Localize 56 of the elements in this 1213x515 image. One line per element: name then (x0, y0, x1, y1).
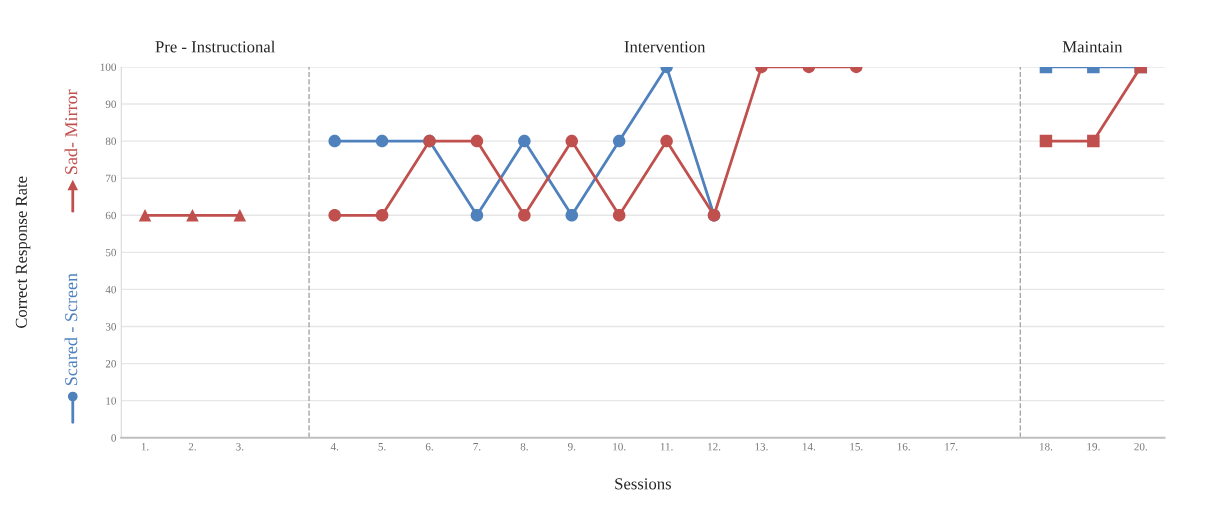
text: Sad- Mirror (64, 89, 78, 174)
x-tick-label: 17. (945, 442, 958, 451)
y-tick-label: 10 (106, 397, 117, 405)
x-tick-label: 5. (378, 443, 386, 451)
point (375, 134, 389, 148)
text: Scared - Screen (64, 273, 78, 386)
x-tick-label: 8. (520, 442, 528, 451)
x-tick-label: 1. (141, 442, 149, 451)
y-tick-label: 20 (105, 360, 117, 368)
point (186, 209, 199, 222)
point (375, 209, 389, 222)
x-tick-label: 18. (1039, 442, 1053, 451)
point (470, 134, 484, 148)
x-axis-title: Sessions (615, 478, 671, 490)
y-tick-label: 0 (111, 434, 117, 442)
x-tick-label: 7. (473, 443, 481, 451)
x-tick-label: 3. (236, 442, 244, 451)
point (1087, 134, 1100, 148)
x-tick-label: 19. (1087, 442, 1100, 451)
point (612, 209, 626, 222)
point (612, 134, 626, 148)
x-tick-label: 2. (188, 442, 196, 451)
x-tick-label: 9. (567, 442, 576, 451)
point (660, 134, 673, 148)
y-tick-label: 40 (105, 285, 117, 294)
point (138, 209, 152, 222)
y-tick-label: 60 (105, 211, 117, 220)
y-tick-label: 30 (105, 322, 117, 331)
y-tick-label: 100 (100, 63, 117, 71)
y-tick-label: 70 (106, 174, 117, 183)
point (518, 209, 531, 222)
y-tick-label: 50 (105, 248, 117, 257)
y-tick-label: 80 (105, 137, 117, 146)
y-axis-title: Correct Response Rate (15, 176, 31, 329)
x-tick-label: 4. (330, 443, 339, 451)
x-tick-label: 14. (802, 442, 816, 451)
text: Intervention (624, 41, 706, 53)
x-tick-label: 20. (1134, 442, 1147, 451)
x-tick-label: 11. (660, 442, 673, 451)
text: Maintain (1062, 41, 1123, 53)
y-tick-label: 90 (105, 100, 117, 108)
x-tick-label: 16. (897, 442, 910, 451)
point (565, 134, 579, 148)
x-tick-label: 6. (425, 442, 433, 451)
point (233, 209, 247, 222)
x-tick-label: 13. (755, 442, 768, 451)
point (328, 134, 341, 148)
x-tick-label: 12. (708, 442, 721, 451)
point (470, 209, 484, 222)
point (565, 209, 579, 222)
point (328, 209, 341, 222)
point (518, 134, 531, 148)
text: Pre - Instructional (155, 40, 276, 53)
x-tick-label: 10. (613, 442, 626, 451)
x-tick-label: 15. (850, 442, 863, 451)
point (1039, 134, 1053, 148)
